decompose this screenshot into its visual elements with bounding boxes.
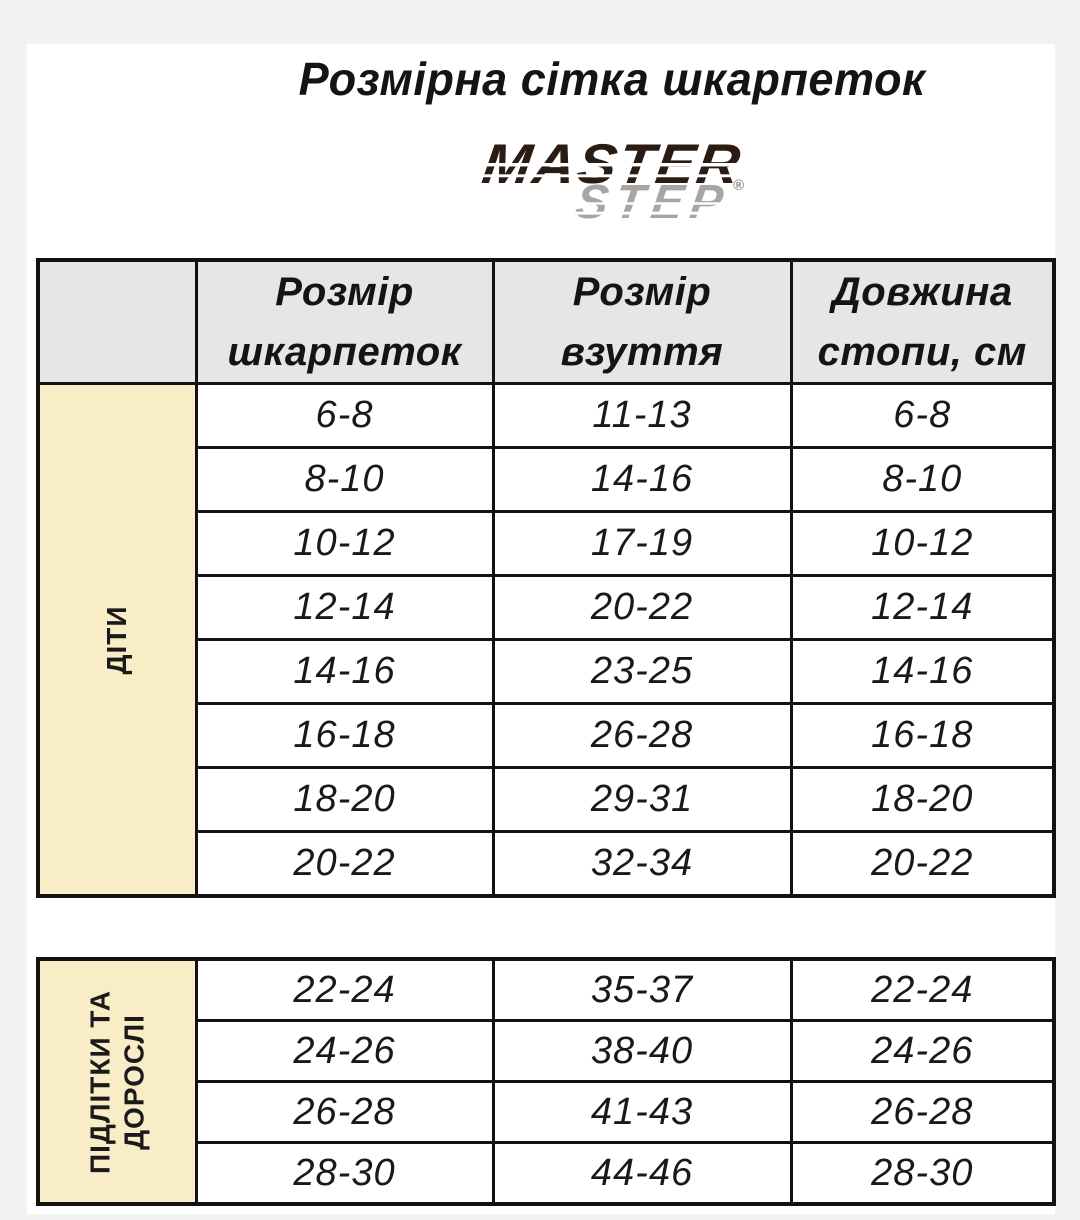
foot-length-cell: 14-16 [789, 638, 1056, 705]
table-row: 10-12 17-19 10-12 [38, 510, 1056, 577]
table-row: 16-18 26-28 16-18 [38, 702, 1056, 769]
shoe-size-cell: 20-22 [491, 574, 793, 641]
table-row: 14-16 23-25 14-16 [38, 638, 1056, 705]
sock-size-cell: 12-14 [194, 574, 495, 641]
sock-size-cell: 10-12 [194, 510, 495, 577]
sock-size-cell: 18-20 [194, 766, 495, 833]
group-label-adults: ПІДЛІТКИ ТА ДОРОСЛІ [84, 989, 150, 1174]
logo-step-line: STEP® [572, 176, 745, 229]
foot-length-cell: 6-8 [789, 382, 1056, 449]
shoe-size-cell: 17-19 [491, 510, 793, 577]
group-label-children: ДІТИ [101, 605, 133, 674]
shoe-size-cell: 41-43 [491, 1080, 793, 1144]
shoe-size-cell: 29-31 [491, 766, 793, 833]
shoe-size-cell: 14-16 [491, 446, 793, 513]
sock-size-cell: 14-16 [194, 638, 495, 705]
foot-length-cell: 20-22 [789, 830, 1056, 898]
shoe-size-cell: 32-34 [491, 830, 793, 898]
foot-length-cell: 10-12 [789, 510, 1056, 577]
header-shoe-size: Розмір взуття [491, 258, 793, 385]
sock-size-cell: 6-8 [194, 382, 495, 449]
table-row: ДІТИ 6-8 11-13 6-8 [36, 382, 1056, 898]
foot-length-cell: 24-26 [789, 1019, 1056, 1083]
sock-size-cell: 28-30 [194, 1141, 495, 1206]
sock-size-cell: 22-24 [194, 957, 495, 1022]
shoe-size-cell: 23-25 [491, 638, 793, 705]
size-table-children: Розмір шкарпеток Розмір взуття Довжина с… [36, 258, 1056, 898]
table-row: 12-14 20-22 12-14 [38, 574, 1056, 641]
shoe-size-cell: 26-28 [491, 702, 793, 769]
logo-step-wordmark: STEP [572, 176, 733, 229]
sock-size-cell: 16-18 [194, 702, 495, 769]
foot-length-cell: 12-14 [789, 574, 1056, 641]
shoe-size-cell: 11-13 [491, 382, 793, 449]
table-row: 28-30 44-46 28-30 [38, 1141, 1056, 1206]
shoe-size-cell: 35-37 [491, 957, 793, 1022]
size-chart-page: Розмірна сітка шкарпеток MASTER STEP® Ро… [27, 44, 1056, 1214]
foot-length-cell: 22-24 [789, 957, 1056, 1022]
table-row: 26-28 41-43 26-28 [38, 1080, 1056, 1144]
sock-size-cell: 26-28 [194, 1080, 495, 1144]
foot-length-cell: 28-30 [789, 1141, 1056, 1206]
header-sock-size: Розмір шкарпеток [194, 258, 495, 385]
foot-length-cell: 16-18 [789, 702, 1056, 769]
foot-length-cell: 26-28 [789, 1080, 1056, 1144]
group-cell-adults: ПІДЛІТКИ ТА ДОРОСЛІ [36, 957, 198, 1206]
group-cell-children: ДІТИ [36, 382, 198, 898]
table-row: 8-10 14-16 8-10 [38, 446, 1056, 513]
header-corner-cell [36, 258, 198, 385]
sock-size-cell: 24-26 [194, 1019, 495, 1083]
foot-length-cell: 8-10 [789, 446, 1056, 513]
size-table-adults: ПІДЛІТКИ ТА ДОРОСЛІ 22-24 35-37 22-24 24… [36, 957, 1056, 1206]
registered-trademark-icon: ® [733, 177, 745, 194]
table-row: 20-22 32-34 20-22 [38, 830, 1056, 898]
sock-size-cell: 8-10 [194, 446, 495, 513]
shoe-size-cell: 44-46 [491, 1141, 793, 1206]
header-foot-length: Довжина стопи, см [789, 258, 1056, 385]
table-row: 24-26 38-40 24-26 [38, 1019, 1056, 1083]
header-row: Розмір шкарпеток Розмір взуття Довжина с… [36, 258, 1056, 385]
page-title: Розмірна сітка шкарпеток [298, 53, 926, 105]
table-row: 18-20 29-31 18-20 [38, 766, 1056, 833]
brand-logo: MASTER STEP® [98, 132, 1080, 229]
sock-size-cell: 20-22 [194, 830, 495, 898]
shoe-size-cell: 38-40 [491, 1019, 793, 1083]
table-row: ПІДЛІТКИ ТА ДОРОСЛІ 22-24 35-37 22-24 [36, 957, 1056, 1206]
foot-length-cell: 18-20 [789, 766, 1056, 833]
